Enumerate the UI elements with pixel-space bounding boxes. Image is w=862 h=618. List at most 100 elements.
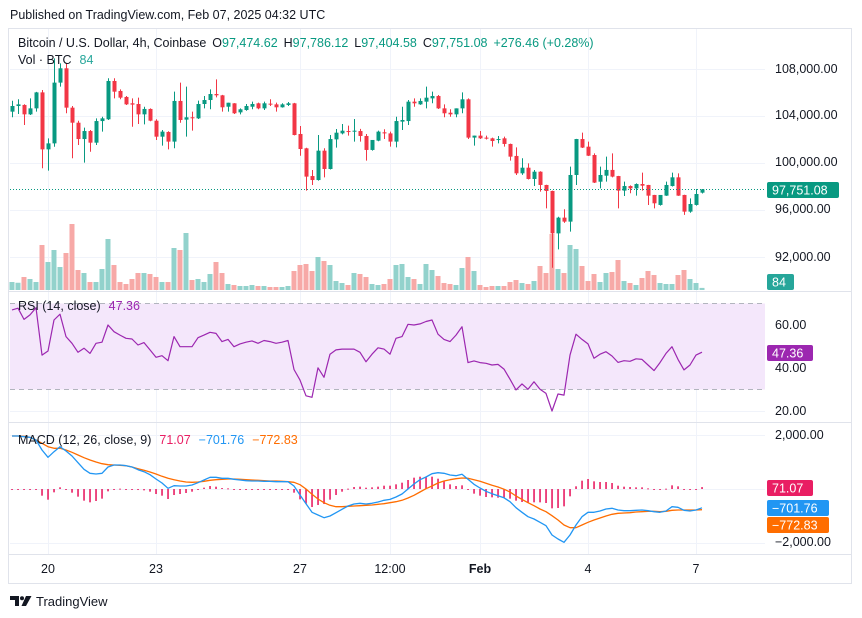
candle xyxy=(160,129,165,146)
volume-bar xyxy=(303,264,309,290)
volume-bar xyxy=(381,284,387,290)
candle xyxy=(544,184,549,209)
candle-body xyxy=(16,104,21,107)
candle xyxy=(490,137,495,147)
candle-body xyxy=(658,194,663,205)
time-axis[interactable]: 20 23 27 12:00 Feb 4 7 xyxy=(41,562,699,576)
volume-bar xyxy=(81,273,87,290)
candle xyxy=(88,129,93,152)
macd-axis[interactable]: 2,000.00 −2,000.00 71.07 −701.76 −772.83 xyxy=(767,428,831,549)
candle-body xyxy=(700,189,705,193)
macd-histogram-bar xyxy=(659,489,661,491)
candle-body xyxy=(160,131,165,137)
price-axis[interactable]: 108,000.00 104,000.00 100,000.00 96,000.… xyxy=(767,62,839,290)
macd-histogram-bar xyxy=(287,489,289,491)
volume-bar xyxy=(495,286,501,290)
volume-bar xyxy=(477,285,483,290)
volume-value: 84 xyxy=(79,53,94,67)
candle xyxy=(94,118,99,146)
macd-histogram-bar xyxy=(191,489,193,492)
candle-body xyxy=(442,108,447,114)
candles xyxy=(10,58,765,268)
macd-histogram-bar xyxy=(593,481,595,490)
candle-body xyxy=(664,184,669,196)
volume-bar xyxy=(327,265,333,290)
volume-bar xyxy=(507,282,513,290)
candle xyxy=(34,91,39,112)
candle-body xyxy=(394,121,399,142)
candle xyxy=(22,104,27,126)
time-tick-label: 23 xyxy=(149,562,163,576)
candle xyxy=(112,78,117,99)
macd-histogram-bar xyxy=(587,479,589,490)
volume-bar xyxy=(369,284,375,290)
candle-body xyxy=(274,104,279,108)
candle xyxy=(364,133,369,161)
volume-bar xyxy=(465,257,471,290)
macd-histogram-bar xyxy=(437,478,439,490)
candle-body xyxy=(292,103,297,136)
volume-bar xyxy=(423,264,429,290)
candle-body xyxy=(484,137,489,139)
candle-body xyxy=(574,139,579,175)
candle xyxy=(100,116,105,132)
candle-body xyxy=(28,108,33,115)
macd-histogram-bar xyxy=(635,487,637,490)
candle xyxy=(148,108,153,122)
macd-legend[interactable]: MACD (12, 26, close, 9) 71.07 −701.76 −772.… xyxy=(18,433,298,448)
candle xyxy=(184,86,189,137)
volume-bar xyxy=(15,282,21,290)
macd-histogram-bar xyxy=(443,481,445,490)
symbol-legend[interactable]: Bitcoin / U.S. Dollar, 4h, Coinbase O97,4… xyxy=(18,36,594,51)
candle xyxy=(214,79,219,98)
high-value: 97,786.12 xyxy=(292,36,349,50)
candle-body xyxy=(460,99,465,109)
macd-histogram-bar xyxy=(149,489,151,492)
macd-histogram xyxy=(11,476,703,509)
macd-histogram-bar xyxy=(197,489,199,491)
macd-histogram-bar xyxy=(539,489,541,503)
volume-bar xyxy=(603,273,609,290)
candle xyxy=(346,125,351,136)
candle-body xyxy=(556,217,561,234)
candle-body xyxy=(82,131,87,140)
candle xyxy=(562,209,567,223)
macd-histogram-bar xyxy=(335,489,337,496)
candle xyxy=(496,135,501,144)
time-tick-label: 27 xyxy=(293,562,307,576)
tradingview-brand-link[interactable]: TradingView xyxy=(10,593,108,609)
candle-body xyxy=(268,103,273,105)
candle-body xyxy=(112,80,117,92)
candle-body xyxy=(124,96,129,105)
macd-histogram-bar xyxy=(107,489,109,492)
candle-body xyxy=(280,104,285,108)
macd-histogram-bar xyxy=(599,482,601,490)
candle-body xyxy=(130,103,135,105)
candle xyxy=(136,97,141,124)
volume-bar xyxy=(627,283,633,290)
candle xyxy=(370,139,375,151)
candle xyxy=(316,135,321,181)
candle xyxy=(172,91,177,149)
price-tick-label: 100,000.00 xyxy=(775,155,838,169)
candle xyxy=(238,108,243,115)
volume-bar xyxy=(135,273,141,290)
rsi-band-fill xyxy=(10,303,765,390)
volume-bar xyxy=(75,270,81,290)
volume-bar xyxy=(375,285,381,290)
candle-body xyxy=(514,155,519,174)
rsi-value: 47.36 xyxy=(108,299,140,313)
tradingview-logo-icon xyxy=(10,596,32,606)
candle-body xyxy=(376,131,381,141)
macd-histogram-bar xyxy=(407,479,409,490)
volume-legend[interactable]: Vol · BTC 84 xyxy=(18,53,93,68)
volume-bar xyxy=(519,283,525,290)
macd-histogram-bar xyxy=(257,489,259,491)
macd-line xyxy=(12,435,703,543)
rsi-legend[interactable]: RSI (14, close) 47.36 xyxy=(18,299,140,314)
rsi-axis[interactable]: 60.00 40.00 20.00 47.36 xyxy=(767,318,813,418)
macd-histogram-bar xyxy=(527,489,529,503)
candle xyxy=(556,216,561,250)
candle-body xyxy=(598,174,603,182)
